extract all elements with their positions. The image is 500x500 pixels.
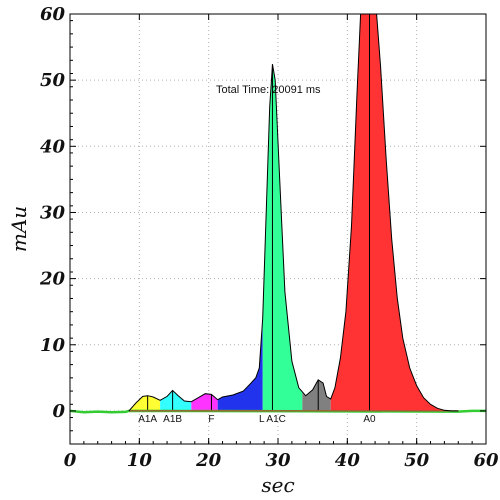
y-tick-label: 20 — [39, 269, 66, 290]
y-tick-label: 50 — [40, 70, 66, 91]
peak-fills — [128, 14, 459, 411]
peak-area — [128, 395, 161, 411]
x-axis-title: sec — [261, 473, 294, 497]
traces — [70, 14, 486, 414]
peak-label: A1B — [163, 414, 182, 425]
y-tick-label: 0 — [52, 401, 65, 422]
y-axis-title: mAu — [7, 206, 31, 252]
total-time-annotation: Total Time: 20091 ms — [216, 84, 321, 96]
peak-area — [160, 390, 192, 411]
x-tick-label: 60 — [473, 450, 499, 471]
x-tick-label: 40 — [335, 450, 361, 471]
baseline-trace — [70, 409, 486, 414]
peak-label: A0 — [363, 414, 376, 425]
y-tick-label: 60 — [40, 4, 66, 25]
y-tick-label: 10 — [40, 335, 66, 356]
x-tick-label: 10 — [127, 450, 153, 471]
peak-area — [217, 318, 263, 411]
peak-label: A1A — [138, 414, 157, 425]
signal-trace — [128, 14, 459, 412]
peak-label: F — [208, 414, 214, 425]
x-tick-label: 20 — [195, 450, 222, 471]
axes — [69, 13, 487, 445]
peak-area — [330, 14, 459, 411]
y-tick-label: 40 — [40, 136, 66, 157]
peak-area — [302, 379, 331, 411]
y-tick-label: 30 — [40, 202, 66, 223]
labels: 0 10 20 30 40 50 60 0 10 20 30 40 50 60 A1A A1B F L A1C A0 — [39, 4, 499, 471]
x-tick-label: 50 — [404, 450, 430, 471]
x-tick-label: 0 — [64, 450, 77, 471]
peak-label: L A1C — [259, 414, 286, 425]
x-tick-label: 30 — [265, 450, 291, 471]
